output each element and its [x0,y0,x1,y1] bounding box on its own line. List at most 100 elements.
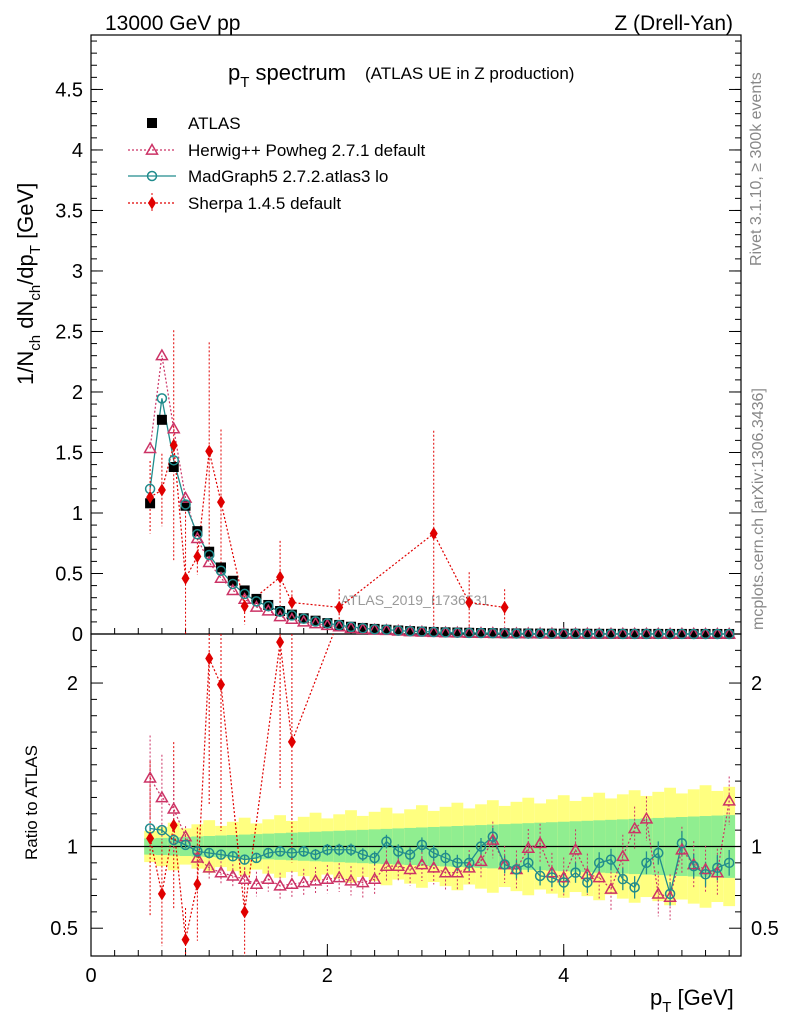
madgraph-point [251,596,262,607]
madgraph-ratio-point [546,872,558,883]
madgraph-ratio-point [712,862,723,873]
atlas-point [322,618,333,629]
herwig-ratio-point [356,875,370,888]
madgraph-ratio-point [263,847,274,859]
ratio-y-tick-label-right: 0.5 [751,918,779,940]
madgraph-point [310,616,321,627]
atlas-point [546,628,557,639]
madgraph-ratio-point [180,839,191,851]
herwig-ratio-point [698,862,713,875]
atlas-point [594,628,605,639]
atlas-point [487,628,498,639]
atlas-point [606,628,616,639]
analysis-watermark: ATLAS_2019_I1736531 [341,592,490,608]
atlas-point [452,627,463,638]
madgraph-ratio-point [203,847,215,859]
axis-ticks: 0 2 4 0 0.5 1 1.5 2 2.5 3 3.5 4 4.5 0.5 0.5 1 1 2 2 [50,40,779,987]
madgraph-point [463,627,475,639]
madgraph-point [723,628,735,640]
sherpa-point [157,483,166,497]
ratio-y-tick-label: 1 [67,836,78,858]
legend-label: Sherpa 1.4.5 default [188,194,341,213]
atlas-point [239,585,250,596]
sherpa-point [205,444,214,458]
legend-marker [145,142,159,155]
madgraph-point [712,628,723,640]
sherpa-ratio-point [193,877,202,891]
madgraph-ratio-point [333,844,345,856]
herwig-ratio-point [202,860,216,873]
atlas-point [617,628,628,639]
madgraph-point [688,628,699,640]
herwig-point [226,583,240,596]
madgraph-ratio-point [463,857,475,869]
plot-title-note: (ATLAS UE in Z production) [365,64,574,83]
atlas-point [298,613,309,624]
atlas-point [582,628,593,639]
madgraph-point [487,627,499,639]
madgraph-ratio-point [641,857,652,869]
madgraph-point [381,624,392,635]
energy-label: 13000 GeV pp [105,12,240,35]
top-y-tick-label: 0 [72,624,83,646]
herwig-ratio-point [403,862,417,875]
madgraph-point [629,628,640,640]
atlas-point [629,628,640,639]
madgraph-ratio-point [310,849,321,860]
herwig-ratio-point [273,878,287,891]
herwig-point [332,619,346,632]
madgraph-point [570,628,581,640]
madgraph-point [369,624,380,635]
ratio-y-tick-label-right: 1 [751,836,762,858]
atlas-point [440,627,451,638]
atlas-point [676,628,687,639]
madgraph-point [215,565,227,577]
madgraph-point [428,626,439,638]
herwig-ratio-point [379,859,394,871]
sherpa-point [276,570,285,584]
madgraph-point [676,628,688,640]
madgraph-ratio-point [629,882,640,893]
madgraph-point [452,627,463,638]
madgraph-point [333,619,345,631]
madgraph-ratio-point [700,869,711,880]
madgraph-point [180,499,191,510]
herwig-ratio-point [474,854,488,867]
sherpa-point [169,438,178,452]
sherpa-point [335,600,344,614]
legend: ATLAS Herwig++ Powheg 2.7.1 default MadGra… [128,114,425,213]
sherpa-point [500,600,509,614]
top-y-tick-label: 1.5 [55,442,83,464]
madgraph-ratio-point [286,847,298,859]
ratio-y-tick-label: 2 [67,673,78,695]
herwig-ratio-point [686,857,701,870]
madgraph-point [534,628,546,639]
atlas-point [558,628,569,639]
sherpa-ratio-point [146,831,155,845]
atlas-point [393,625,404,636]
madgraph-ratio-point [605,854,617,865]
madgraph-point [641,628,652,640]
sherpa-point [240,599,249,613]
madgraph-ratio-point [582,877,593,888]
top-y-tick-label: 3.5 [55,200,83,222]
herwig-ratio-point [226,868,240,881]
madgraph-ratio-point [523,857,534,869]
sherpa-ratio-line [149,633,334,940]
madgraph-ratio-point [664,888,676,900]
atlas-point [310,615,321,626]
madgraph-point [263,600,274,612]
herwig-ratio-point [592,870,606,883]
legend-marker [148,196,156,210]
madgraph-point [664,628,676,640]
herwig-ratio-point [237,872,252,885]
herwig-ratio-point [367,872,382,885]
top-y-axis-label: 1/Nch dNch/dpT [GeV] [13,183,44,385]
herwig-ratio-point [332,870,346,883]
top-y-tick-label: 0.5 [55,563,83,585]
legend-label: MadGraph5 2.7.2.atlas3 lo [188,167,388,186]
top-y-tick-label: 4.5 [55,79,83,101]
madgraph-point [499,628,510,639]
atlas-point [700,628,711,639]
